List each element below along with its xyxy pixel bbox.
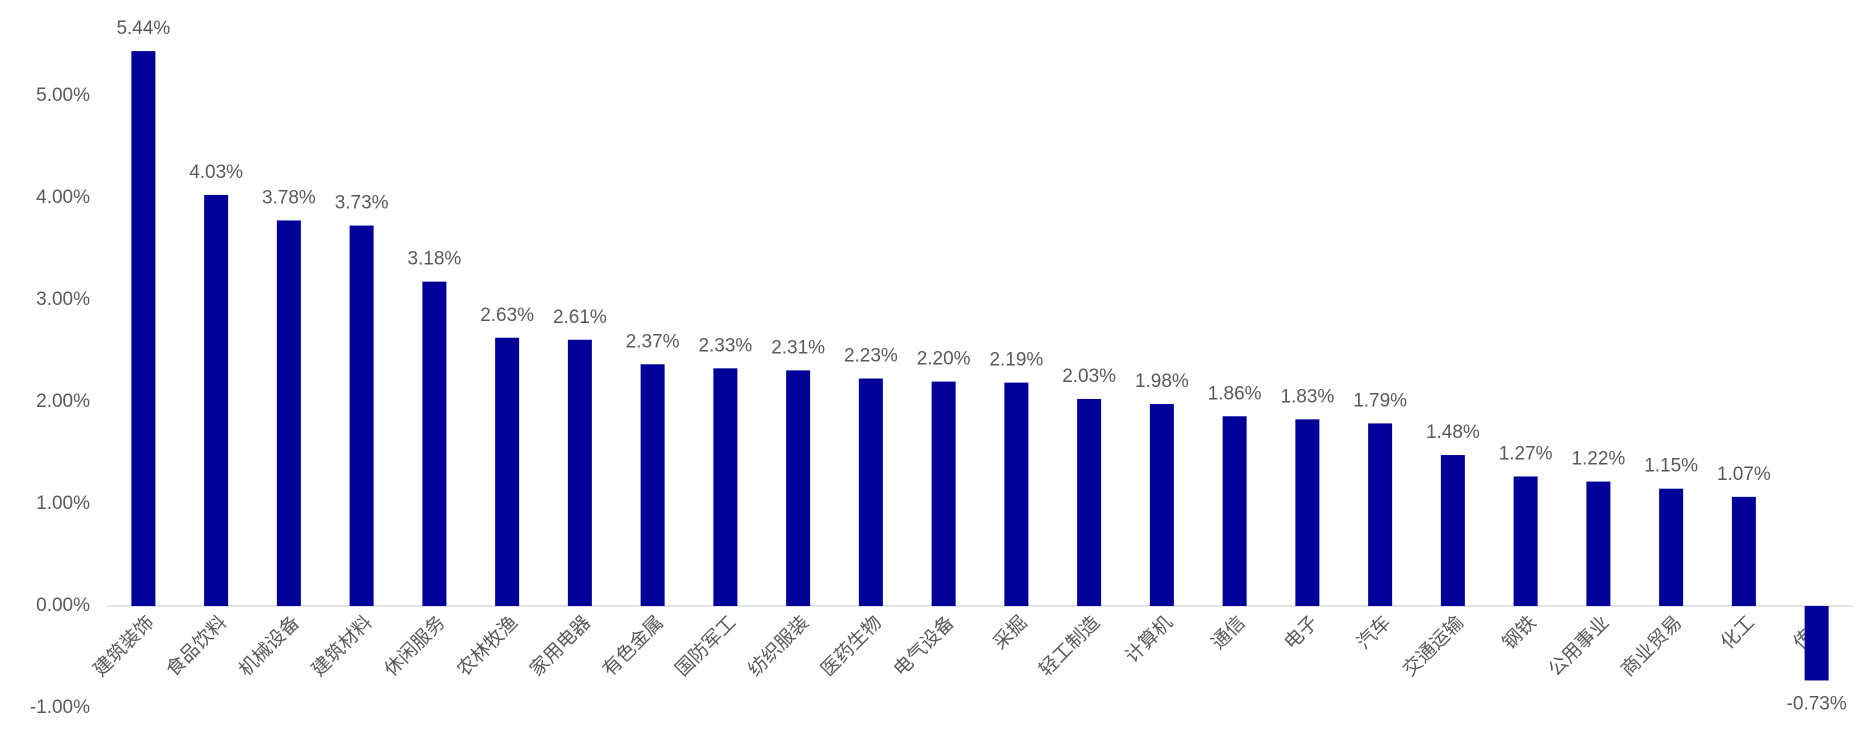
y-tick-label: 0.00% xyxy=(36,595,90,616)
value-label: 4.03% xyxy=(189,162,243,183)
x-tick-label: 有色金属 xyxy=(598,612,667,681)
value-label: 1.86% xyxy=(1208,383,1262,404)
value-label: 2.33% xyxy=(698,335,752,356)
value-label: 1.48% xyxy=(1426,422,1480,443)
y-tick-label: 2.00% xyxy=(36,391,90,412)
bar xyxy=(1440,455,1465,606)
bar xyxy=(131,51,156,607)
x-tick-label: 轻工制造 xyxy=(1035,612,1104,681)
x-tick-label: 家用电器 xyxy=(526,612,595,681)
value-label: 1.15% xyxy=(1644,456,1698,477)
x-tick-label: 通信 xyxy=(1207,612,1249,654)
value-label: 1.83% xyxy=(1280,386,1334,407)
value-label: 1.79% xyxy=(1353,390,1407,411)
x-tick-label: 医药生物 xyxy=(817,612,886,681)
value-label: 2.31% xyxy=(771,337,825,358)
bar xyxy=(931,381,956,606)
x-tick-label: 建筑装饰 xyxy=(89,612,158,681)
bar xyxy=(1804,606,1829,681)
value-label: 2.23% xyxy=(844,346,898,367)
bar xyxy=(1659,488,1684,606)
x-tick-label: 公用事业 xyxy=(1544,612,1613,681)
value-label: 2.37% xyxy=(626,331,680,352)
x-tick-label: 汽车 xyxy=(1353,612,1395,654)
bar xyxy=(1077,398,1102,606)
value-label: -0.73% xyxy=(1787,693,1847,714)
x-tick-label: 电气设备 xyxy=(889,612,958,681)
bar xyxy=(858,378,883,606)
bar xyxy=(276,220,301,606)
x-tick-label: 交通运输 xyxy=(1399,612,1468,681)
bar xyxy=(640,364,665,606)
x-tick-label: 机械设备 xyxy=(235,612,304,681)
bar xyxy=(1513,476,1538,606)
bar xyxy=(204,194,229,606)
y-tick-label: 1.00% xyxy=(36,493,90,514)
value-label: 3.73% xyxy=(335,193,389,214)
y-tick-label: -1.00% xyxy=(30,697,90,718)
x-tick-label: 休闲服务 xyxy=(380,612,449,681)
bar xyxy=(713,368,738,606)
value-label: 1.98% xyxy=(1135,371,1189,392)
bar xyxy=(1149,404,1174,606)
value-label: 5.44% xyxy=(116,18,170,39)
value-label: 2.19% xyxy=(989,350,1043,371)
x-tick-label: 电子 xyxy=(1280,612,1322,654)
value-label: 1.22% xyxy=(1571,449,1625,470)
x-tick-label: 采掘 xyxy=(989,612,1031,654)
bar xyxy=(1731,496,1756,606)
x-tick-label: 国防军工 xyxy=(671,612,740,681)
value-label: 2.20% xyxy=(917,349,971,370)
y-tick-label: 4.00% xyxy=(36,187,90,208)
x-tick-label: 建筑材料 xyxy=(307,612,376,681)
value-label: 1.07% xyxy=(1717,464,1771,485)
bar xyxy=(1222,416,1247,606)
x-tick-label: 计算机 xyxy=(1121,612,1177,668)
x-tick-label: 纺织服装 xyxy=(744,612,813,681)
bar xyxy=(495,337,520,606)
bar xyxy=(1586,481,1611,606)
x-tick-label: 食品饮料 xyxy=(162,612,231,681)
bar xyxy=(422,281,447,606)
value-label: 2.61% xyxy=(553,307,607,328)
bar xyxy=(1004,382,1029,606)
bar xyxy=(1295,419,1320,606)
x-tick-label: 农林牧渔 xyxy=(453,612,522,681)
bar xyxy=(1368,423,1393,606)
bar xyxy=(349,225,374,607)
x-tick-label: 钢铁 xyxy=(1498,612,1540,654)
x-tick-label: 化工 xyxy=(1717,612,1759,654)
value-label: 3.18% xyxy=(407,249,461,270)
value-label: 2.03% xyxy=(1062,366,1116,387)
value-label: 3.78% xyxy=(262,187,316,208)
x-tick-label: 商业贸易 xyxy=(1617,612,1686,681)
bar xyxy=(786,370,811,606)
y-tick-label: 5.00% xyxy=(36,85,90,106)
value-label: 1.27% xyxy=(1499,443,1553,464)
value-label: 2.63% xyxy=(480,305,534,326)
bar xyxy=(567,339,592,606)
y-tick-label: 3.00% xyxy=(36,289,90,310)
